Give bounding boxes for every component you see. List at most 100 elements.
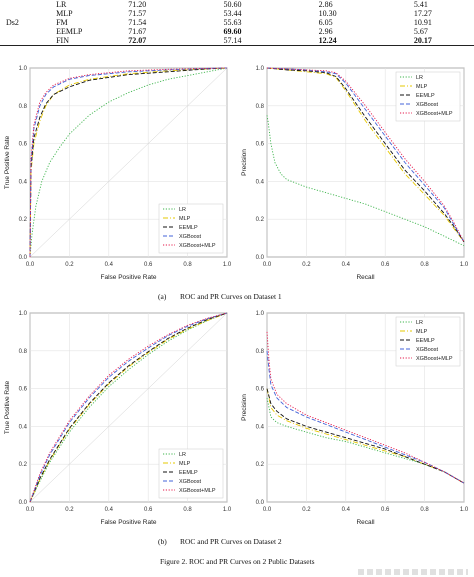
diagonal-reference-line xyxy=(29,67,228,258)
y-tick-label: 0.4 xyxy=(19,179,28,185)
legend-label: XGBoost xyxy=(416,347,438,353)
table-value-cell: 12.24 xyxy=(318,36,414,46)
legend-label: MLP xyxy=(179,216,191,222)
series-line-eemlp xyxy=(29,312,228,503)
legend-label: XGBoost xyxy=(179,479,201,485)
y-tick-label: 0.8 xyxy=(19,349,28,355)
table-value-cell: 5.41 xyxy=(413,0,428,9)
legend-label: XGBoost+MLP xyxy=(179,488,216,494)
y-tick-label: 0.2 xyxy=(19,217,28,223)
y-axis-label: True Positive Rate xyxy=(4,381,11,435)
table-model-cell: EEMLP xyxy=(56,27,83,36)
x-tick-label: 1.0 xyxy=(223,262,232,268)
legend-label: EEMLP xyxy=(416,338,435,344)
legend-label: EEMLP xyxy=(179,225,198,231)
series-line-mlp xyxy=(29,67,228,258)
table-group-cell: Ds2 xyxy=(6,18,19,27)
y-tick-label: 0.6 xyxy=(19,387,28,393)
y-tick-label: 0.6 xyxy=(19,142,28,148)
chart-legend: LR MLP EEMLP XGBoost XGBoost+MLP xyxy=(158,448,224,499)
caption-a-letter: (a) xyxy=(158,292,167,301)
table-value-cell: 20.17 xyxy=(413,36,474,46)
legend-label: MLP xyxy=(416,329,428,335)
legend-label: LR xyxy=(179,207,186,213)
y-tick-label: 0.8 xyxy=(19,104,28,110)
legend-label: MLP xyxy=(179,461,191,467)
x-tick-label: 0.6 xyxy=(144,507,153,513)
series-line-lr xyxy=(266,115,465,247)
legend-label: LR xyxy=(416,320,423,326)
x-tick-label: 0.4 xyxy=(342,507,351,513)
x-tick-label: 1.0 xyxy=(460,262,469,268)
legend-label: MLP xyxy=(416,84,428,90)
table-row: LR 71.20 50.60 2.86 5.41 xyxy=(0,0,474,9)
y-tick-label: 0.4 xyxy=(256,179,265,185)
legend-label: XGBoost+MLP xyxy=(416,356,453,362)
y-tick-label: 1.0 xyxy=(19,311,28,317)
series-line-xgboost xyxy=(29,67,228,258)
x-tick-label: 0.0 xyxy=(26,507,35,513)
roc-chart-dataset-2: 0.0 0.2 0.4 0.6 0.8 1.0 0.0 0.2 0.4 0.6 0.8 1.0 Fals… xyxy=(4,311,232,526)
table-value-cell: 50.60 xyxy=(223,0,242,9)
table-model-cell: FM xyxy=(56,18,68,27)
x-tick-label: 0.4 xyxy=(105,262,114,268)
series-line-lr xyxy=(29,312,228,503)
table-group-cell xyxy=(0,27,52,36)
y-tick-label: 1.0 xyxy=(256,311,265,317)
caption-a-text: ROC and PR Curves on Dataset 1 xyxy=(180,292,282,301)
y-tick-label: 0.2 xyxy=(256,462,265,468)
x-tick-label: 0.6 xyxy=(381,262,390,268)
x-tick-label: 0.8 xyxy=(420,262,429,268)
diagonal-reference-line xyxy=(29,312,228,503)
table-row: FIN 72.07 57.14 12.24 20.17 xyxy=(0,36,474,46)
results-table-body: LR 71.20 50.60 2.86 5.41 MLP 71.57 53.44 10.30 17… xyxy=(0,0,474,46)
y-tick-label: 0.6 xyxy=(256,387,265,393)
y-tick-label: 0.0 xyxy=(19,255,28,261)
x-axis-label: False Positive Rate xyxy=(101,274,157,281)
table-model-cell: LR xyxy=(56,0,67,9)
x-tick-label: 0.2 xyxy=(65,262,74,268)
table-value-cell: 10.30 xyxy=(318,9,337,18)
pr-chart-dataset-1: 0.0 0.2 0.4 0.6 0.8 1.0 0.0 0.2 0.4 0.6 0.8 1.0 Reca… xyxy=(241,66,469,281)
x-tick-label: 0.0 xyxy=(26,262,35,268)
x-tick-label: 0.4 xyxy=(105,507,114,513)
legend-label: LR xyxy=(416,75,423,81)
y-tick-label: 0.4 xyxy=(19,424,28,430)
table-value-cell: 53.44 xyxy=(223,9,242,18)
legend-label: EEMLP xyxy=(179,470,198,476)
y-axis-label: Precision xyxy=(241,149,248,176)
table-value-cell: 6.05 xyxy=(318,18,333,27)
series-line-xgboost-mlp xyxy=(266,331,465,484)
series-line-lr xyxy=(29,67,228,258)
figure-caption: Figure 2. ROC and PR Curves on 2 Public … xyxy=(160,557,315,566)
chart-legend: LR MLP EEMLP XGBoost XGBoost+MLP xyxy=(395,316,461,367)
table-value-cell: 2.86 xyxy=(318,0,333,9)
x-tick-label: 0.2 xyxy=(302,262,311,268)
y-tick-label: 0.0 xyxy=(256,255,265,261)
series-line-eemlp xyxy=(29,67,228,258)
x-tick-label: 0.8 xyxy=(183,507,192,513)
table-value-cell: 72.07 xyxy=(128,36,224,46)
table-value-cell: 71.20 xyxy=(128,0,147,9)
table-row: Ds2 FM 71.54 55.63 6.05 10.91 xyxy=(0,18,474,27)
pr-chart-dataset-2: 0.0 0.2 0.4 0.6 0.8 1.0 0.0 0.2 0.4 0.6 0.8 1.0 Reca… xyxy=(241,311,469,526)
y-tick-label: 1.0 xyxy=(256,66,265,72)
x-tick-label: 0.4 xyxy=(342,262,351,268)
series-line-xgboost-mlp xyxy=(266,67,465,243)
legend-label: EEMLP xyxy=(416,93,435,99)
series-line-xgboost xyxy=(266,350,465,484)
x-tick-label: 0.2 xyxy=(302,507,311,513)
x-axis-label: Recall xyxy=(356,274,375,281)
x-tick-label: 0.0 xyxy=(263,262,272,268)
x-axis-label: False Positive Rate xyxy=(101,519,157,526)
chart-legend: LR MLP EEMLP XGBoost XGBoost+MLP xyxy=(395,71,461,122)
series-line-xgboost-mlp xyxy=(29,312,228,503)
table-model-cell: FIN xyxy=(52,36,129,46)
table-value-cell: 17.27 xyxy=(413,9,432,18)
table-value-cell: 55.63 xyxy=(223,18,242,27)
series-line-xgboost xyxy=(29,312,228,503)
table-value-cell: 71.54 xyxy=(128,18,147,27)
x-axis-label: Recall xyxy=(356,519,375,526)
results-table: LR 71.20 50.60 2.86 5.41 MLP 71.57 53.44 10.30 17… xyxy=(0,0,474,46)
